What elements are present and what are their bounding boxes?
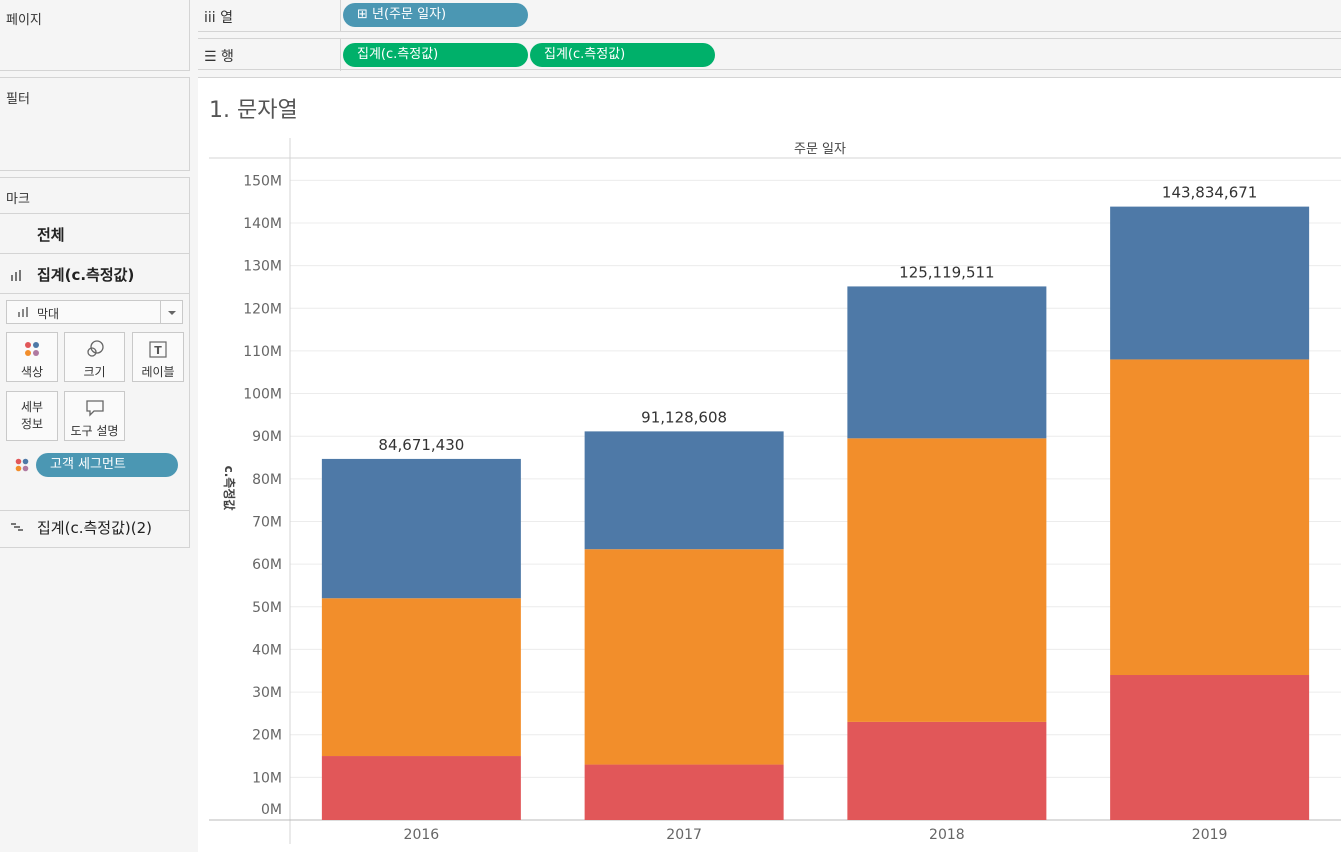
color-button[interactable]: 색상 [6,332,58,382]
svg-text:T: T [154,344,162,357]
marks-measure2-label: 집계(c.측정값)(2) [37,519,152,537]
marks-measure2-tab[interactable]: 집계(c.측정값)(2) [0,517,190,539]
y-tick-label: 50M [252,600,282,616]
color-field-pill[interactable]: 고객 세그먼트 [36,453,178,477]
bar-segment-2018-0[interactable] [847,721,1047,820]
bar-segment-2018-1[interactable] [847,438,1047,722]
column-header: 주문 일자 [794,142,846,157]
color-button-label: 색상 [20,365,44,379]
bar-segment-2019-1[interactable] [1110,359,1310,676]
label-text-icon: T [149,341,167,358]
size-button-label: 크기 [83,365,106,379]
label-button[interactable]: T 레이블 [132,332,184,382]
bar-segment-2017-2[interactable] [584,431,784,550]
y-tick-label: 110M [243,344,282,360]
columns-icon: iii [204,10,216,26]
color-dots-icon [25,342,39,356]
marks-all-tab[interactable]: 전체 [0,224,190,246]
rows-shelf[interactable]: ☰ 행 집계(c.측정값) 집계(c.측정값) [198,38,1341,71]
tooltip-button[interactable]: 도구 설명 [64,391,125,441]
bar-chart-icon [11,270,21,281]
detail-button-label-line2: 정보 [20,417,44,431]
y-tick-label: 100M [243,387,282,403]
tooltip-button-label: 도구 설명 [70,424,119,438]
speech-bubble-icon [86,400,104,417]
divider [0,213,190,214]
pages-card[interactable]: 페이지 [0,0,190,71]
detail-button-label-line1: 세부 [20,400,44,414]
stacked-bar-chart: 주문 일자 c.측정값 0M 10M 20M 30M 40M 50M 60M 70M 80M 90… [209,138,1341,844]
viz-area: 1. 문자열 주문 일자 c.측정값 0M 10M 20M 30M 40M 50M 60M 7… [198,77,1341,852]
x-tick-label: 2019 [1192,827,1228,843]
marks-title: 마크 [6,192,30,207]
mark-type-label: 막대 [37,307,60,321]
bar-segment-2019-0[interactable] [1110,675,1310,820]
bar-segment-2016-1[interactable] [321,598,521,757]
bar-chart-icon [18,307,28,317]
pages-title: 페이지 [6,13,42,28]
y-tick-label: 40M [252,642,282,658]
filters-card[interactable]: 필터 [0,77,190,171]
y-tick-label: 10M [252,770,282,786]
bar-segment-2016-0[interactable] [321,756,521,820]
color-dots-icon [15,458,29,472]
bar-segment-2017-1[interactable] [584,549,784,765]
x-tick-label: 2018 [929,827,965,843]
bar-segment-2018-2[interactable] [847,286,1047,439]
bar-total-label: 143,834,671 [1162,184,1257,202]
viz-title: 1. 문자열 [209,98,298,123]
columns-shelf[interactable]: iii 열 ⊞ 년(주문 일자) [198,0,1341,32]
bar-segment-2016-2[interactable] [321,458,521,599]
rows-list-icon: ☰ [204,49,217,65]
y-tick-label: 20M [252,728,282,744]
chevron-down-icon[interactable] [160,301,182,323]
y-tick-label: 150M [243,173,282,189]
filters-title: 필터 [6,92,30,107]
bar-total-label: 84,671,430 [378,436,464,454]
y-tick-label: 80M [252,472,282,488]
size-button[interactable]: 크기 [64,332,125,382]
rows-measure-pill-1[interactable]: 집계(c.측정값) [343,43,528,67]
y-tick-label: 140M [243,216,282,232]
y-tick-label: 90M [252,429,282,445]
bar-total-label: 125,119,511 [899,263,994,281]
divider [340,39,341,71]
size-circles-icon [87,340,104,357]
marks-all-label: 전체 [37,226,65,244]
label-button-label: 레이블 [141,365,175,379]
y-tick-label: 0M [261,802,282,818]
y-tick-label: 60M [252,557,282,573]
gantt-icon [11,523,23,531]
detail-button[interactable]: 세부 정보 [6,391,58,441]
y-tick-label: 120M [243,301,282,317]
bar-segment-2017-0[interactable] [584,764,784,820]
x-tick-label: 2016 [404,827,440,843]
divider [340,0,341,32]
x-tick-label: 2017 [666,827,702,843]
left-panel: 페이지 필터 마크 전체 집계(c.측정값) 막대 [0,0,191,852]
y-tick-label: 130M [243,259,282,275]
y-tick-label: 70M [252,514,282,530]
y-tick-label: 30M [252,685,282,701]
y-axis-title: c.측정값 [222,466,237,511]
columns-shelf-label: iii 열 [204,10,234,26]
marks-measure1-tab[interactable]: 집계(c.측정값) [0,264,190,286]
divider [0,253,190,254]
mark-type-dropdown[interactable]: 막대 [6,300,183,324]
marks-measure1-label: 집계(c.측정값) [37,266,135,284]
rows-shelf-label: ☰ 행 [204,49,234,65]
divider [0,293,190,294]
year-order-date-pill[interactable]: ⊞ 년(주문 일자) [343,3,528,27]
bar-total-label: 91,128,608 [641,408,727,426]
rows-measure-pill-2[interactable]: 집계(c.측정값) [530,43,715,67]
bar-segment-2019-2[interactable] [1110,206,1310,360]
divider [0,510,190,511]
